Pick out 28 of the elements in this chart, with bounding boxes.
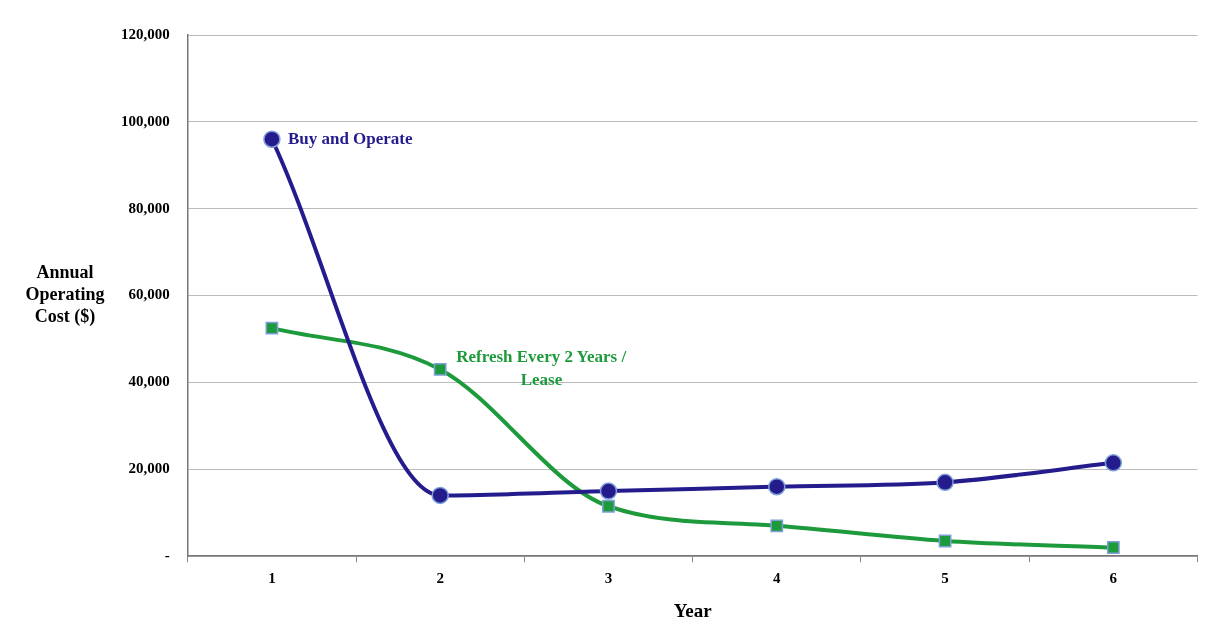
- y-tick-label: 40,000: [128, 373, 170, 390]
- x-tick-label: 1: [268, 570, 276, 587]
- x-tick-label: 2: [436, 570, 444, 587]
- point: [263, 130, 281, 148]
- y-tick-label: 120,000: [121, 25, 170, 42]
- x-tick-label: 3: [604, 570, 613, 587]
- point: [770, 519, 784, 533]
- point: [1104, 454, 1123, 472]
- y-tick-label: 80,000: [128, 199, 170, 216]
- y-tick-label: 60,000: [128, 286, 170, 303]
- point: [936, 473, 954, 492]
- point: [433, 363, 447, 376]
- point: [431, 486, 449, 505]
- series-label: Refresh Every 2 Years / Lease: [456, 346, 627, 389]
- y-tick-label: 20,000: [128, 460, 170, 477]
- point: [768, 477, 786, 496]
- point: [602, 499, 615, 513]
- x-tick-label: 5: [941, 570, 949, 587]
- series-label: Buy and Operate: [287, 128, 414, 148]
- x-axis-title: Year: [673, 599, 713, 621]
- y-axis-title: Annual Operating Cost ($): [25, 262, 105, 328]
- y-tick-label: 100,000: [121, 112, 170, 129]
- x-tick-label: 4: [773, 570, 782, 587]
- point: [265, 321, 279, 335]
- point: [1106, 541, 1120, 554]
- y-tick-label: -: [164, 547, 170, 564]
- point: [599, 482, 618, 500]
- x-tick-label: 6: [1109, 570, 1118, 587]
